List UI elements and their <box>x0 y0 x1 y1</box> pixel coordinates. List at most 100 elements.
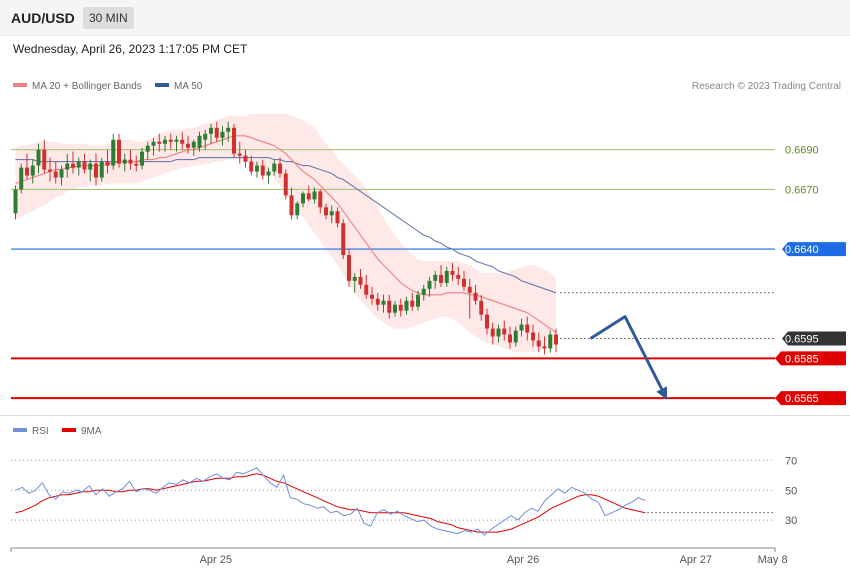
candle-body <box>496 328 501 337</box>
timestamp: Wednesday, April 26, 2023 1:17:05 PM CET <box>13 42 248 56</box>
candle-body <box>548 334 553 349</box>
candle-body <box>174 139 179 142</box>
candle-body <box>105 161 110 166</box>
candle-body <box>65 163 70 170</box>
candle-body <box>381 300 386 305</box>
rsi-line <box>15 467 646 536</box>
candle-body <box>536 340 541 347</box>
candle-body <box>134 163 139 166</box>
candle-body <box>306 193 311 200</box>
candle-body <box>301 193 305 204</box>
level-label-0.6585: 0.6585 <box>785 353 819 365</box>
rsi-tick-50: 50 <box>785 485 797 497</box>
candle-body <box>48 169 52 172</box>
candle-body <box>203 133 208 140</box>
candle-body <box>364 284 369 295</box>
candle-body <box>99 161 104 178</box>
legend-ma20: MA 20 + Bollinger Bands <box>13 81 142 92</box>
candle-body <box>312 191 317 200</box>
candle-body <box>456 274 461 279</box>
candle-body <box>450 270 455 275</box>
candle-body <box>278 163 282 174</box>
candle-body <box>237 153 242 156</box>
candle-body <box>490 328 495 337</box>
candle-body <box>76 161 81 168</box>
forecast-arrowhead <box>656 386 668 400</box>
candle-body <box>444 270 449 283</box>
x-tick-label: May 8 <box>758 554 788 566</box>
legend-9ma-swatch <box>62 428 76 433</box>
candle-body <box>318 191 323 208</box>
candle-body <box>352 276 357 281</box>
candle-body <box>122 159 127 164</box>
candle-body <box>111 139 116 166</box>
level-label-0.6565: 0.6565 <box>785 393 819 405</box>
candle-body <box>370 294 374 299</box>
legend-rsi-label: RSI <box>32 426 49 437</box>
candle-body <box>462 278 466 287</box>
candle-body <box>554 334 558 345</box>
candle-body <box>249 161 254 172</box>
level-label-0.6690: 0.6690 <box>785 145 819 157</box>
timeframe-badge[interactable]: 30 MIN <box>83 7 134 29</box>
candle-body <box>157 141 162 144</box>
rsi-tick-30: 30 <box>785 515 797 527</box>
candle-body <box>197 135 202 148</box>
candle-body <box>513 330 518 343</box>
candle-body <box>220 131 225 138</box>
legend-rsi-swatch <box>13 428 27 433</box>
candle-body <box>542 346 547 349</box>
candle-body <box>19 167 24 190</box>
candle-body <box>53 171 58 178</box>
candle-body <box>272 163 277 172</box>
candle-body <box>485 314 489 329</box>
candle-body <box>439 274 443 283</box>
candle-body <box>191 141 196 148</box>
candle-body <box>519 324 524 331</box>
candle-body <box>94 163 98 178</box>
candle-body <box>283 173 288 196</box>
forecast-arrow <box>589 315 667 397</box>
candle-body <box>260 165 265 176</box>
candle-body <box>88 163 93 170</box>
last-price-label: 0.6595 <box>785 334 819 346</box>
rsi-tick-70: 70 <box>785 455 797 467</box>
candle-body <box>140 151 144 166</box>
candle-body <box>502 328 507 335</box>
candle-body <box>335 211 340 224</box>
candle-body <box>255 165 259 172</box>
candle-body <box>82 161 87 170</box>
candle-body <box>209 127 213 134</box>
candle-body <box>266 171 271 176</box>
candle-body <box>243 155 248 162</box>
candle-body <box>289 195 294 216</box>
legend-ma50-swatch <box>155 83 169 88</box>
level-label-0.6670: 0.6670 <box>785 184 819 196</box>
candle-body <box>295 203 300 216</box>
x-tick-label: Apr 27 <box>680 554 712 566</box>
candle-body <box>421 288 426 295</box>
candle-body <box>151 141 156 146</box>
legend-ma50-label: MA 50 <box>174 81 203 92</box>
legend-9ma-label: 9MA <box>81 426 102 437</box>
ma50-line <box>15 157 557 294</box>
bollinger-band <box>15 113 556 353</box>
candle-body <box>404 300 409 311</box>
candle-body <box>324 207 328 216</box>
candle-body <box>186 143 190 148</box>
candle-body <box>71 163 75 168</box>
candle-body <box>525 324 530 333</box>
candle-body <box>117 139 121 164</box>
candle-body <box>473 292 478 301</box>
candle-body <box>410 300 415 307</box>
level-label-0.6640: 0.6640 <box>785 244 819 256</box>
symbol-title: AUD/USD <box>11 10 75 26</box>
candle-body <box>42 149 47 170</box>
candle-body <box>168 139 173 142</box>
candle-body <box>387 300 392 313</box>
level-tag-0.6640 <box>782 242 846 257</box>
candle-body <box>531 332 535 341</box>
candle-body <box>232 127 236 154</box>
candle-body <box>128 159 133 164</box>
